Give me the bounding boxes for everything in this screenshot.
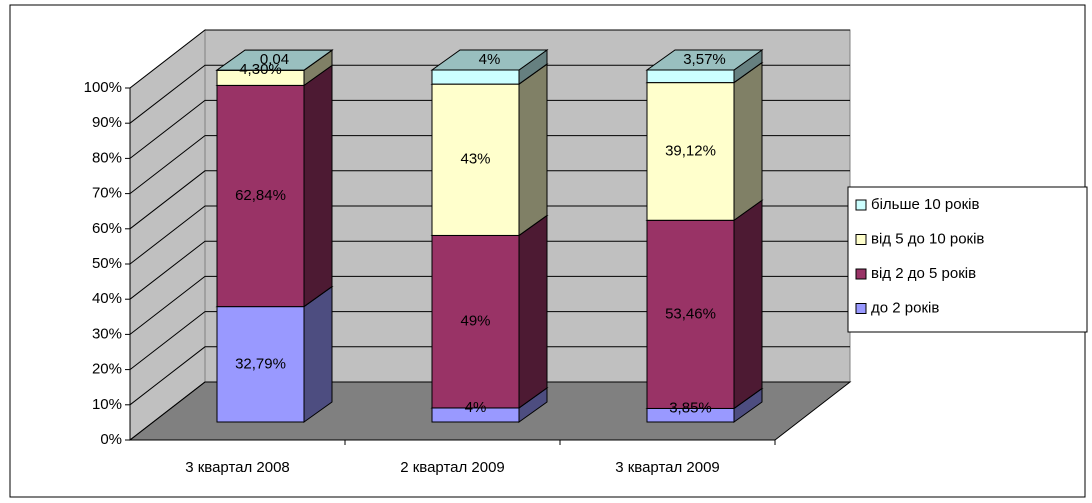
grid-line — [129, 99, 850, 159]
bar-top — [430, 49, 549, 71]
data-label: 4% — [465, 399, 487, 416]
y-tick-label: 100% — [84, 79, 122, 96]
legend-label: від 5 до 10 років — [871, 230, 984, 247]
data-label: 4,30% — [239, 61, 282, 78]
bar-side — [733, 199, 763, 410]
bar-segment — [646, 69, 735, 84]
y-tick-label: 90% — [92, 114, 122, 131]
grid-line — [129, 29, 850, 89]
y-tick-label: 60% — [92, 220, 122, 237]
bar-side — [518, 63, 548, 237]
y-tick-label: 80% — [92, 149, 122, 166]
bar-segment — [216, 306, 305, 423]
legend-swatch — [855, 268, 867, 280]
data-label: 39,12% — [665, 142, 716, 159]
bar-segment — [431, 83, 520, 236]
y-tick-label: 0% — [100, 431, 122, 448]
bar-side — [518, 214, 548, 409]
data-label: 3,85% — [669, 399, 712, 416]
bar-segment — [431, 234, 520, 409]
grid-line — [129, 240, 850, 300]
data-label: 53,46% — [665, 305, 716, 322]
x-tick-label: 2 квартал 2009 — [400, 459, 505, 476]
bar-segment — [431, 69, 520, 85]
data-label: 0,04 — [260, 51, 289, 68]
data-label: 49% — [460, 313, 490, 330]
grid-line — [129, 205, 850, 265]
x-tick-label: 3 квартал 2009 — [615, 459, 720, 476]
data-label: 3,57% — [683, 51, 726, 68]
y-tick-label: 30% — [92, 325, 122, 342]
grid-line — [129, 275, 850, 335]
legend-label: до 2 років — [871, 299, 939, 316]
y-tick-label: 10% — [92, 396, 122, 413]
y-tick-label: 50% — [92, 255, 122, 272]
grid-line — [129, 135, 850, 194]
data-label: 32,79% — [235, 355, 286, 372]
bar-segment — [216, 84, 305, 308]
bar-segment — [646, 219, 735, 409]
bar-top — [645, 49, 764, 71]
legend-swatch — [855, 199, 867, 211]
data-label: 4% — [479, 51, 501, 68]
bar-side — [303, 285, 333, 423]
grid-line — [129, 381, 850, 441]
y-tick-label: 70% — [92, 185, 122, 202]
data-label: 62,84% — [235, 187, 286, 204]
grid-line — [129, 311, 850, 370]
legend-swatch — [855, 303, 867, 314]
grid-line — [129, 170, 850, 230]
grid-line — [129, 64, 850, 124]
bar-segment — [646, 82, 735, 221]
y-tick-label: 20% — [92, 361, 122, 378]
legend-box — [847, 186, 1088, 333]
bar-top — [215, 49, 334, 71]
grid-line — [129, 346, 850, 406]
legend-label: більше 10 років — [871, 196, 979, 213]
legend-label: від 2 до 5 років — [871, 265, 976, 282]
y-tick-label: 40% — [92, 290, 122, 307]
legend-swatch — [855, 234, 867, 245]
bar-side — [303, 64, 333, 308]
x-tick-label: 3 квартал 2008 — [185, 459, 290, 476]
data-label: 43% — [460, 151, 490, 168]
bar-side — [733, 61, 763, 222]
